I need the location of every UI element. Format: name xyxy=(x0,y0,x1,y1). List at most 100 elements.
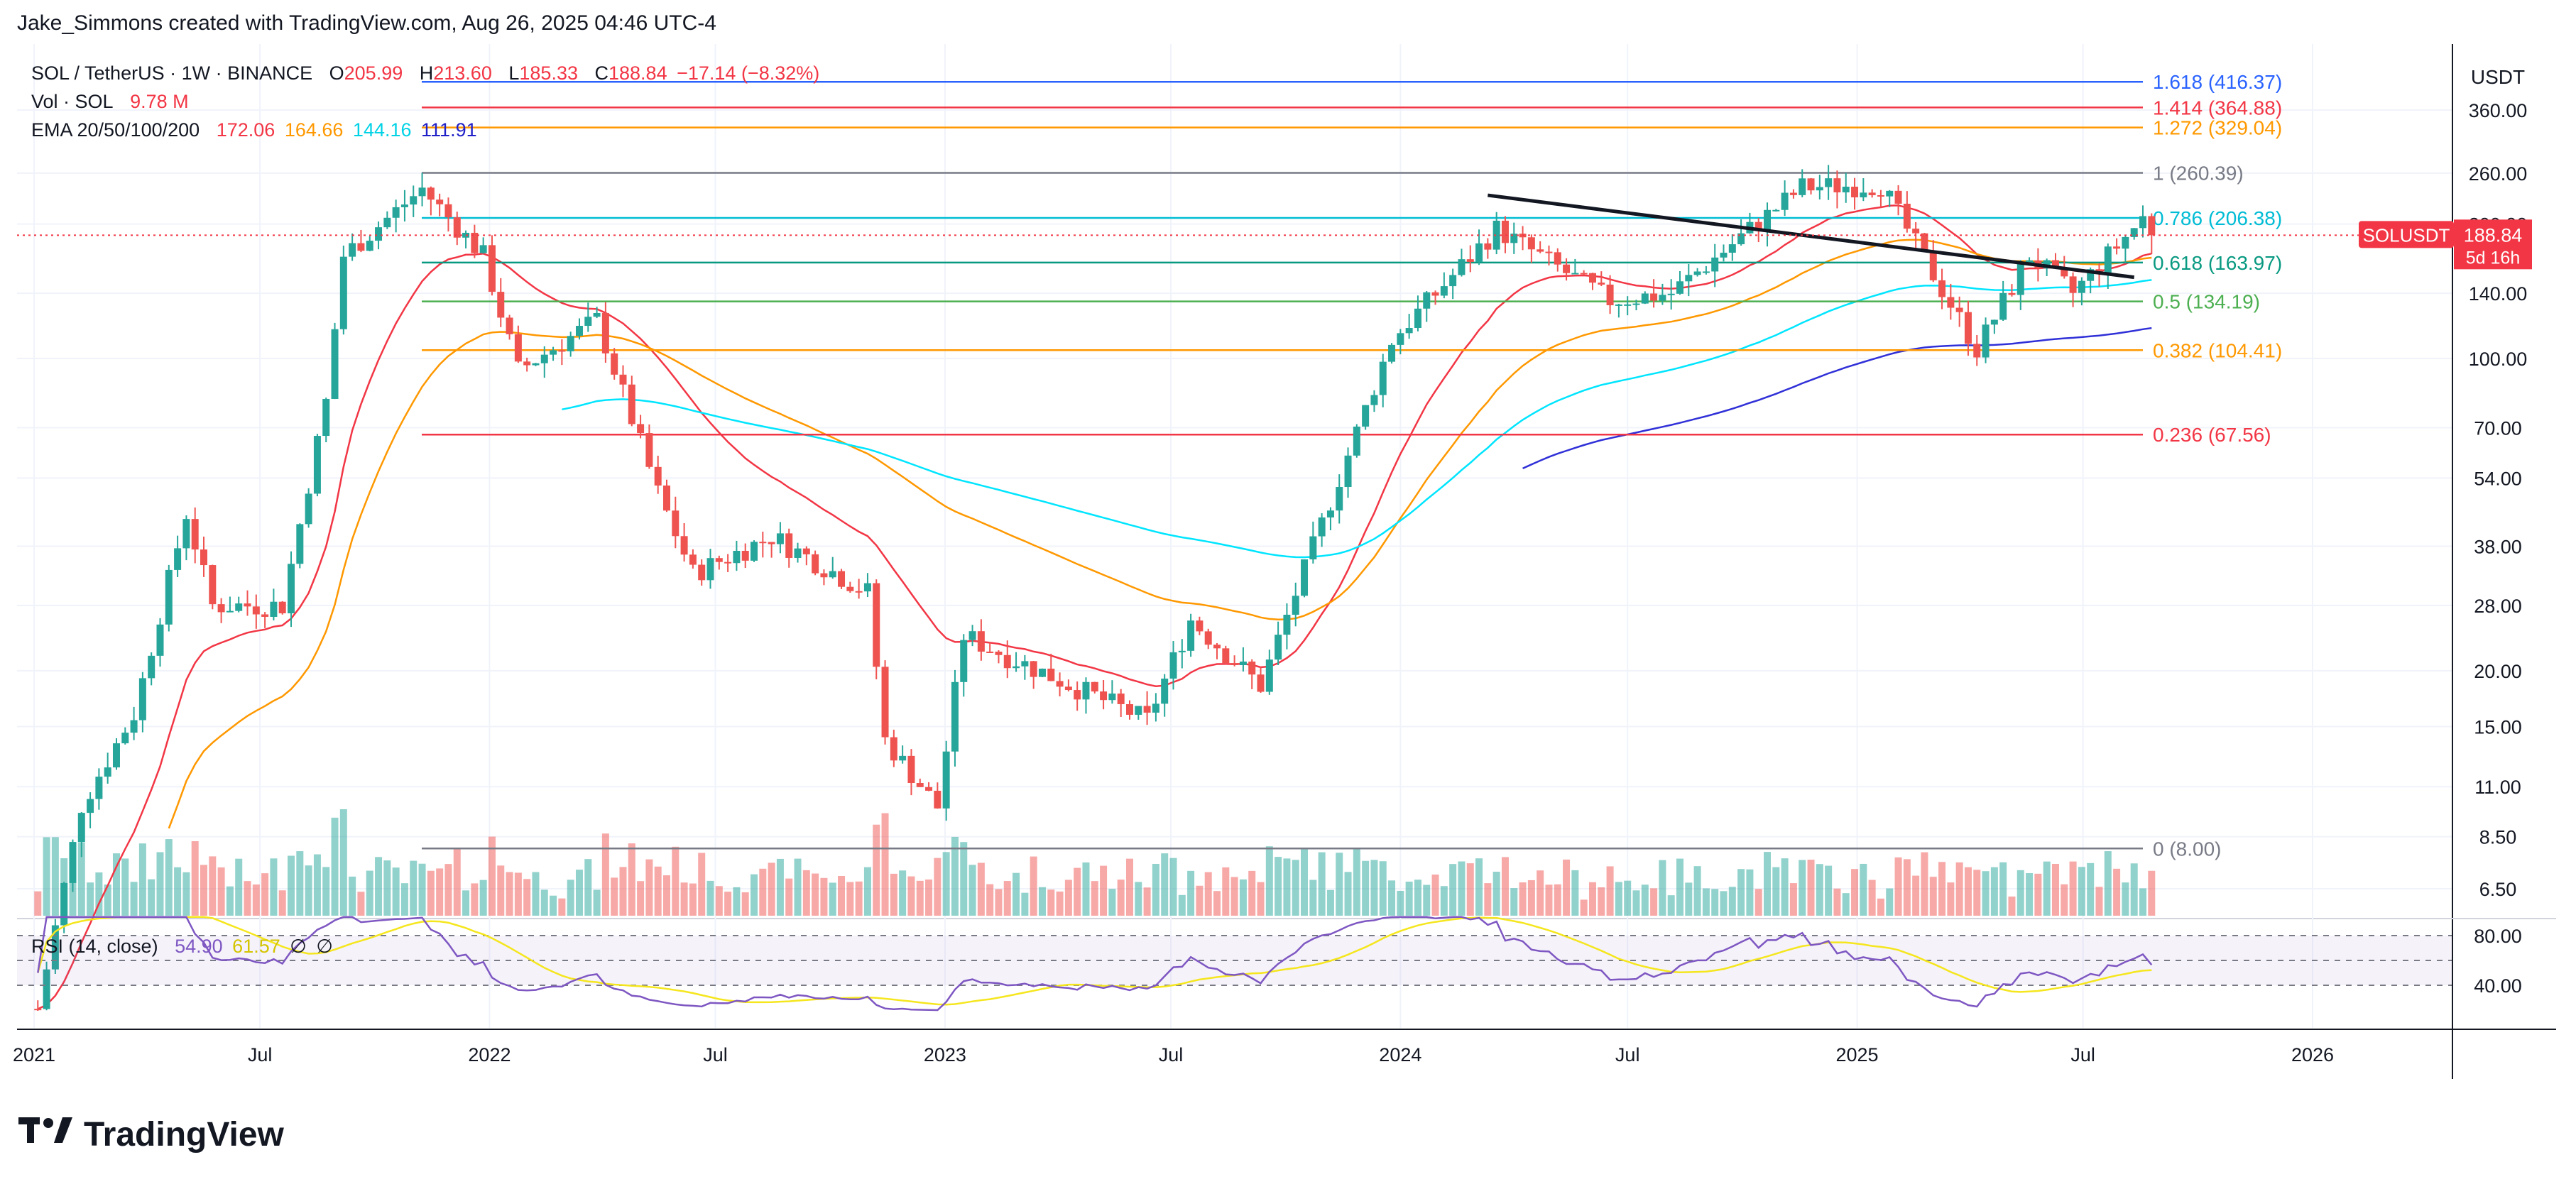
volume-bar xyxy=(2139,888,2146,916)
candle-body xyxy=(680,536,688,555)
volume-bar xyxy=(1143,887,1151,916)
candle xyxy=(1842,172,1850,203)
volume-bar xyxy=(1466,863,1474,916)
candle xyxy=(593,307,601,319)
volume-bar xyxy=(244,881,251,916)
volume-bar xyxy=(2113,868,2121,916)
candle xyxy=(87,792,94,828)
volume-bar xyxy=(200,865,208,916)
volume-bar xyxy=(881,813,889,916)
candle-body xyxy=(1877,194,1884,197)
candle xyxy=(418,172,426,207)
candle xyxy=(2113,238,2121,255)
candle-body xyxy=(995,651,1003,655)
candle-body xyxy=(907,755,915,784)
candle-body xyxy=(1772,209,1780,212)
candle xyxy=(960,634,968,697)
volume-bar xyxy=(951,836,959,916)
volume-bar xyxy=(1990,867,1998,916)
candle xyxy=(1152,693,1159,722)
legend-vol-label[interactable]: Vol · SOL xyxy=(31,91,114,112)
candle-body xyxy=(130,720,138,733)
candle xyxy=(1563,258,1571,281)
candle xyxy=(1047,653,1055,681)
candle xyxy=(252,594,260,629)
candle xyxy=(1868,189,1876,198)
candle xyxy=(1449,268,1457,300)
candle xyxy=(1082,677,1090,714)
legend-rsi-label[interactable]: RSI (14, close) xyxy=(31,936,158,957)
volume-bar xyxy=(1257,882,1265,916)
volume-bar xyxy=(182,872,190,916)
candle-body xyxy=(1781,192,1789,210)
volume-bar xyxy=(706,880,714,916)
candle xyxy=(453,212,461,246)
volume-bar xyxy=(1754,889,1762,916)
candle-body xyxy=(2069,276,2077,293)
tradingview-logo[interactable]: TradingView xyxy=(18,1114,284,1154)
volume-bar xyxy=(2122,882,2129,916)
candle-body xyxy=(1833,178,1841,192)
candle xyxy=(1781,180,1789,217)
candle xyxy=(226,596,234,613)
volume-bar xyxy=(2026,873,2034,916)
candle-body xyxy=(1275,635,1282,660)
candle xyxy=(1720,244,1728,262)
candle-body xyxy=(1964,312,1972,344)
volume-bar xyxy=(654,866,662,916)
candle xyxy=(1860,178,1867,202)
candle-body xyxy=(1257,674,1265,692)
volume-bar xyxy=(1362,860,1370,916)
candle-body xyxy=(1816,187,1823,191)
candle xyxy=(1484,238,1492,259)
candle xyxy=(1108,680,1116,704)
candle-body xyxy=(1501,220,1509,243)
candle xyxy=(916,778,924,787)
volume-bar xyxy=(1964,867,1972,916)
volume-bar xyxy=(1886,888,1894,916)
candle-body xyxy=(776,533,784,544)
volume-bar xyxy=(1423,884,1431,916)
volume-bar xyxy=(383,860,391,916)
candle xyxy=(1466,245,1474,273)
symbol-badge-bg xyxy=(2359,221,2454,248)
candle xyxy=(1326,507,1334,531)
volume-bar xyxy=(427,870,435,916)
volume-bar xyxy=(934,857,942,916)
candle-body xyxy=(244,603,251,607)
volume-bar xyxy=(2034,873,2042,916)
volume-bar xyxy=(942,852,950,916)
candle-body xyxy=(1851,186,1859,198)
candle xyxy=(1362,405,1370,430)
legend-ema-label[interactable]: EMA 20/50/100/200 xyxy=(31,119,200,141)
candle-body xyxy=(488,245,496,292)
candle-body xyxy=(1336,487,1343,511)
candle-body xyxy=(331,329,339,399)
volume-bar xyxy=(1239,879,1247,916)
candle-body xyxy=(1213,645,1221,649)
candle xyxy=(1013,652,1020,672)
volume-bar xyxy=(1929,877,1937,916)
volume-bar xyxy=(252,884,260,916)
candle xyxy=(724,554,732,572)
candle xyxy=(1799,169,1806,197)
price-tick-label: 260.00 xyxy=(2469,163,2528,185)
legend-symbol[interactable]: SOL / TetherUS · 1W · BINANCE xyxy=(31,62,313,84)
volume-bar xyxy=(1248,870,1256,916)
volume-bar xyxy=(261,873,269,916)
volume-bar xyxy=(392,867,400,916)
volume-bar xyxy=(349,876,356,916)
volume-bar xyxy=(1816,864,1823,916)
volume-bar xyxy=(471,883,479,916)
volume-bar xyxy=(846,882,854,916)
candle-body xyxy=(383,217,391,228)
candle xyxy=(1816,175,1823,199)
candle xyxy=(1204,628,1212,650)
volume-bar xyxy=(916,880,924,916)
candle xyxy=(104,752,111,784)
volume-bar xyxy=(77,842,85,916)
legend-open: 205.99 xyxy=(344,62,403,84)
candle xyxy=(751,540,758,562)
